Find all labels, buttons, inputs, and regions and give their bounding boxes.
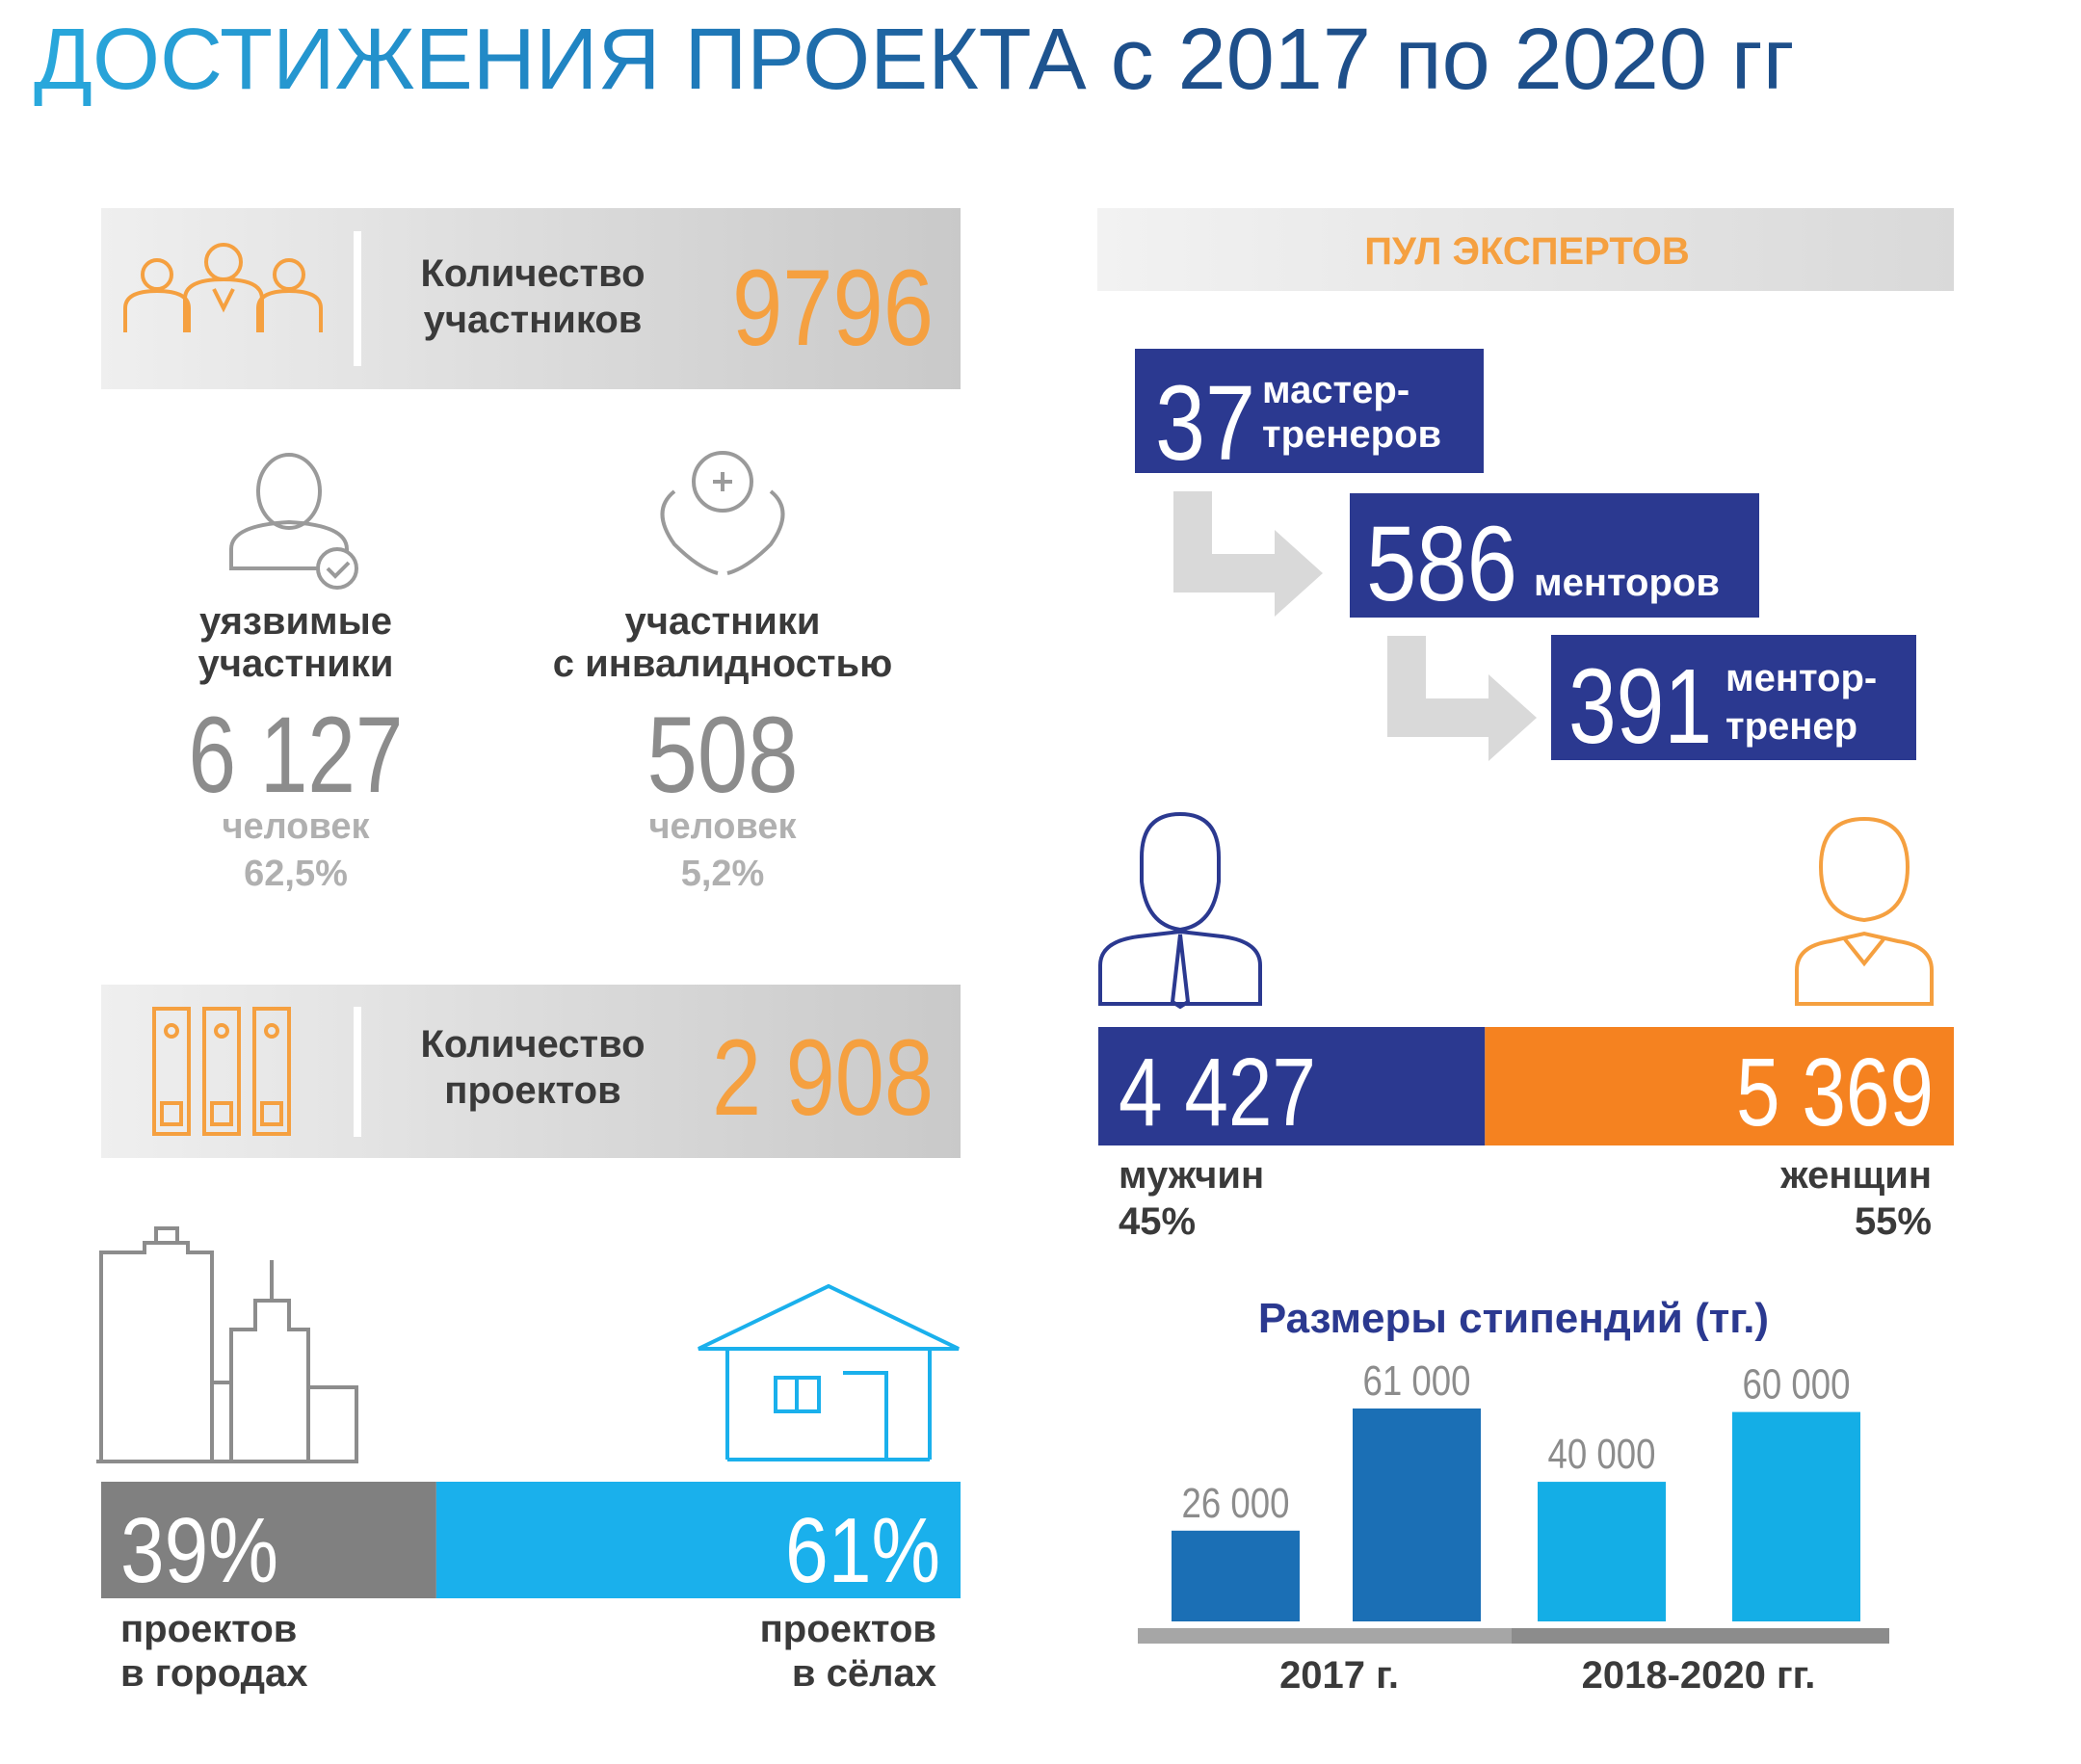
arrows — [1173, 491, 1537, 761]
stat-box — [101, 208, 961, 389]
section-title: ПУЛ ЭКСПЕРТОВ — [1364, 230, 1690, 273]
stat-value: 2 908 — [712, 1017, 934, 1138]
expert-label: ментор- — [1725, 657, 1877, 699]
expert-box — [1135, 349, 1484, 473]
share: 5,2% — [681, 854, 765, 894]
expert-box — [1551, 635, 1916, 760]
caption: проектов — [760, 1608, 936, 1650]
value-label: 61% — [785, 1499, 940, 1602]
expert-value: 391 — [1568, 647, 1712, 766]
stat-label: участники — [198, 643, 394, 685]
axis-line — [1138, 1628, 1512, 1644]
stat-value: 508 — [647, 695, 799, 815]
value-label: 60 000 — [1743, 1361, 1851, 1409]
bar — [1172, 1530, 1300, 1621]
caption: женщин — [1779, 1154, 1932, 1197]
bar-segment — [1098, 1027, 1486, 1145]
stat-value: 9796 — [732, 248, 934, 368]
house-icon — [698, 1283, 960, 1461]
expert-label: менторов — [1534, 562, 1720, 604]
expert-label: мастер- — [1262, 369, 1409, 411]
city-icon — [96, 1226, 358, 1463]
care-icon — [660, 451, 785, 575]
person-icon — [229, 453, 358, 590]
expert-label: тренеров — [1262, 413, 1441, 456]
value-label: 5 369 — [1736, 1039, 1934, 1146]
caption: проектов — [120, 1608, 297, 1650]
stat-label: Количество — [420, 1023, 645, 1066]
people-icon — [123, 243, 323, 332]
expert-value: 37 — [1155, 364, 1255, 483]
axis-line — [1512, 1628, 1889, 1644]
stat-box — [101, 985, 961, 1158]
caption: в городах — [120, 1652, 308, 1695]
value-label: 4 427 — [1119, 1039, 1316, 1146]
stat-value: 6 127 — [189, 695, 404, 815]
stat-label: проектов — [444, 1069, 620, 1112]
x-tick-label: 2018-2020 гг. — [1582, 1654, 1816, 1697]
bar — [1732, 1411, 1860, 1621]
unit: человек — [222, 806, 370, 847]
value-label: 40 000 — [1548, 1431, 1656, 1478]
stat-label: уязвимые — [199, 600, 392, 643]
gender-bar: 4 427 5 369 — [1098, 1027, 1954, 1146]
header-bar — [1097, 208, 1954, 291]
expert-box — [1350, 493, 1759, 618]
bar-segment — [1485, 1027, 1954, 1145]
share: 62,5% — [244, 854, 348, 894]
bar — [1538, 1482, 1666, 1621]
share: 55% — [1855, 1200, 1932, 1243]
stat-label: участники — [625, 600, 821, 643]
stat-label: Количество — [420, 252, 645, 295]
share: 45% — [1119, 1200, 1196, 1243]
chart-title: Размеры стипендий (тг.) — [1258, 1295, 1769, 1342]
value-label: 61 000 — [1363, 1357, 1471, 1405]
binders-icon — [152, 1007, 291, 1136]
caption: мужчин — [1119, 1154, 1264, 1197]
stat-label: участников — [424, 299, 643, 341]
caption: в сёлах — [792, 1652, 936, 1695]
unit: человек — [648, 806, 797, 847]
bar — [1353, 1409, 1481, 1621]
page-title: ДОСТИЖЕНИЯ ПРОЕКТА с 2017 по 2020 гг — [34, 12, 1795, 108]
value-label: 26 000 — [1182, 1480, 1290, 1527]
bar-chart: 26 000 61 000 40 000 60 000 2017 г. 2018-2020… — [1138, 1357, 1889, 1697]
expert-label: тренер — [1725, 705, 1857, 748]
bar-segment — [101, 1482, 436, 1598]
woman-icon — [1795, 816, 1934, 1006]
stat-label: с инвалидностью — [553, 643, 892, 685]
man-icon — [1098, 811, 1262, 1010]
value-label: 39% — [120, 1499, 278, 1602]
bar-segment — [435, 1482, 961, 1598]
expert-value: 586 — [1366, 505, 1517, 623]
x-tick-label: 2017 г. — [1279, 1654, 1399, 1697]
